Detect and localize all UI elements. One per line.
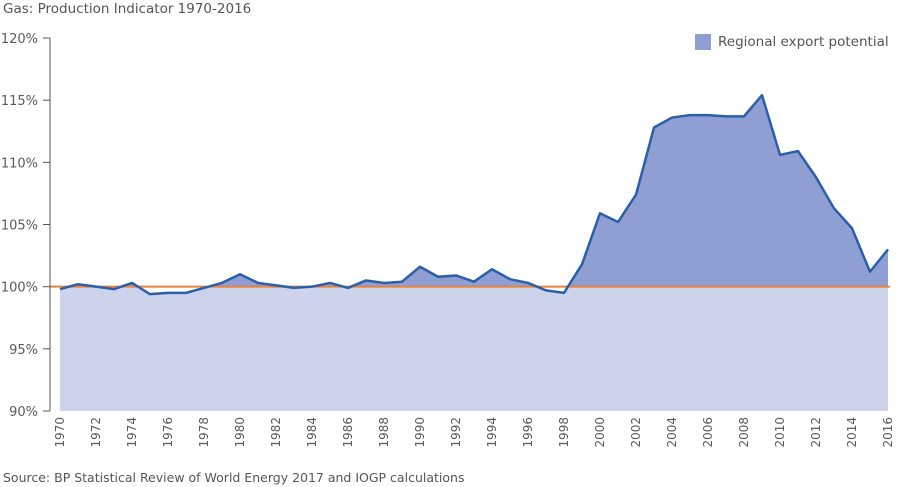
base-area xyxy=(60,286,888,411)
x-tick-label: 1976 xyxy=(161,417,175,448)
series-line-regional-export-potential xyxy=(59,93,889,296)
x-tick-label: 2014 xyxy=(845,417,859,448)
x-tick-label: 2008 xyxy=(737,417,751,448)
x-axis-ticks: 1970 1972 1974 1976 1978 1980 1982 1984 1986 1988… xyxy=(53,417,895,448)
y-tick-label: 110% xyxy=(1,156,38,171)
x-tick-label: 1996 xyxy=(521,417,535,448)
x-tick-label: 2016 xyxy=(881,417,895,448)
x-tick-label: 1972 xyxy=(89,417,103,448)
y-tick-label: 95% xyxy=(9,343,38,358)
legend: Regional export potential xyxy=(695,34,889,50)
y-tick-label: 105% xyxy=(1,219,38,234)
y-tick-label: 120% xyxy=(1,32,38,47)
y-tick-label: 90% xyxy=(9,405,38,420)
x-tick-label: 1998 xyxy=(557,417,571,448)
x-tick-label: 1994 xyxy=(485,417,499,448)
x-tick-label: 1982 xyxy=(269,417,283,448)
source-note: Source: BP Statistical Review of World E… xyxy=(3,470,465,485)
x-tick-label: 2002 xyxy=(629,417,643,448)
y-tick-label: 115% xyxy=(1,94,38,109)
legend-swatch xyxy=(695,34,711,50)
chart-title: Gas: Production Indicator 1970-2016 xyxy=(3,1,252,17)
x-tick-label: 1986 xyxy=(341,417,355,448)
y-tick-label: 100% xyxy=(1,281,38,296)
x-tick-label: 2012 xyxy=(809,417,823,448)
x-tick-label: 1990 xyxy=(413,417,427,448)
above-area-group xyxy=(60,95,888,287)
x-tick-label: 1980 xyxy=(233,417,247,448)
x-tick-label: 2006 xyxy=(701,417,715,448)
x-tick-label: 1988 xyxy=(377,417,391,448)
x-tick-label: 1974 xyxy=(125,417,139,448)
x-tick-label: 2004 xyxy=(665,417,679,448)
legend-label: Regional export potential xyxy=(718,34,889,50)
x-tick-label: 2000 xyxy=(593,417,607,448)
x-tick-label: 1970 xyxy=(53,417,67,448)
x-tick-label: 2010 xyxy=(773,417,787,448)
above-reference-area xyxy=(60,95,888,287)
y-axis-ticks: 90% 95% 100% 105% 110% 115% 120% xyxy=(1,32,50,420)
x-tick-label: 1984 xyxy=(305,417,319,448)
x-tick-label: 1978 xyxy=(197,417,211,448)
x-tick-label: 1992 xyxy=(449,417,463,448)
